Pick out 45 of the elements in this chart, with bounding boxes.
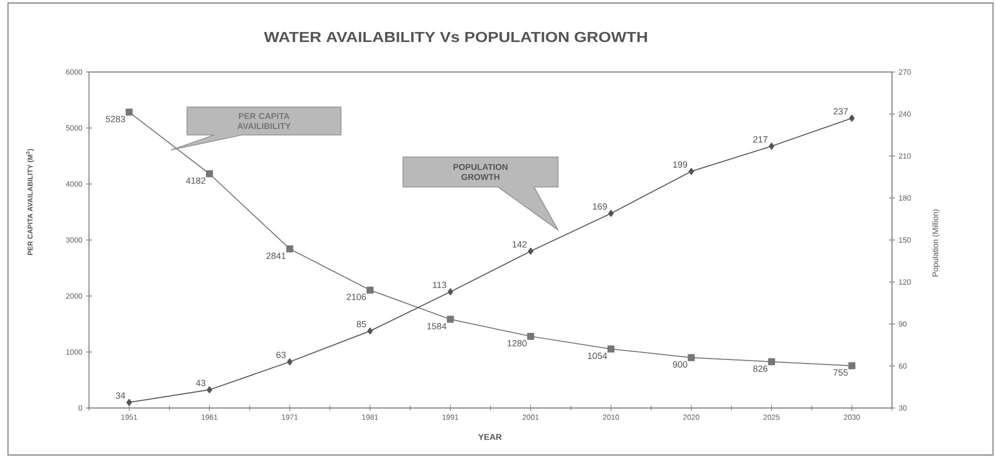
- data-label: 4182: [186, 178, 206, 184]
- data-label: 5283: [106, 116, 126, 122]
- y2-axis-title: Population (Million): [932, 210, 940, 276]
- data-label: 142: [512, 241, 526, 248]
- point: [607, 345, 614, 352]
- point: [608, 210, 614, 217]
- data-label: 2841: [266, 252, 286, 259]
- data-label: 2106: [346, 294, 366, 300]
- point: [527, 332, 534, 340]
- data-label: 1584: [427, 322, 446, 330]
- data-label: 34: [116, 392, 126, 399]
- point: [688, 168, 694, 175]
- point: [849, 114, 855, 122]
- point: [448, 288, 454, 296]
- data-label: 113: [432, 282, 446, 288]
- point: [367, 328, 373, 334]
- data-label: 826: [753, 365, 768, 372]
- point: [366, 286, 374, 294]
- data-label: 1280: [508, 340, 527, 346]
- data-label: 43: [196, 380, 206, 386]
- data-label: 1054: [588, 352, 607, 360]
- point: [126, 108, 133, 116]
- point: [848, 362, 856, 370]
- point: [688, 354, 695, 362]
- data-label: 169: [592, 203, 607, 210]
- point: [206, 386, 212, 394]
- data-label: 63: [276, 352, 286, 358]
- point: [768, 358, 776, 366]
- point: [287, 358, 293, 366]
- point: [126, 398, 132, 406]
- data-label: 900: [672, 361, 688, 368]
- x-axis-title: YEAR: [478, 434, 502, 440]
- point: [286, 245, 294, 252]
- text: POPULATION GROWTH: [454, 164, 508, 180]
- point: [528, 248, 534, 255]
- point: [206, 170, 213, 178]
- data-label: 199: [673, 161, 688, 168]
- data-label: 755: [834, 369, 848, 376]
- data-label: 85: [356, 320, 366, 328]
- chart-title: WATER AVAILABILITY Vs POPULATION GROWTH: [264, 32, 647, 42]
- data-label: 217: [753, 136, 768, 142]
- point: [768, 142, 774, 150]
- point: [446, 316, 454, 323]
- data-label: 237: [834, 108, 848, 115]
- text: PER CAPITA AVAILIBILITY: [237, 113, 291, 129]
